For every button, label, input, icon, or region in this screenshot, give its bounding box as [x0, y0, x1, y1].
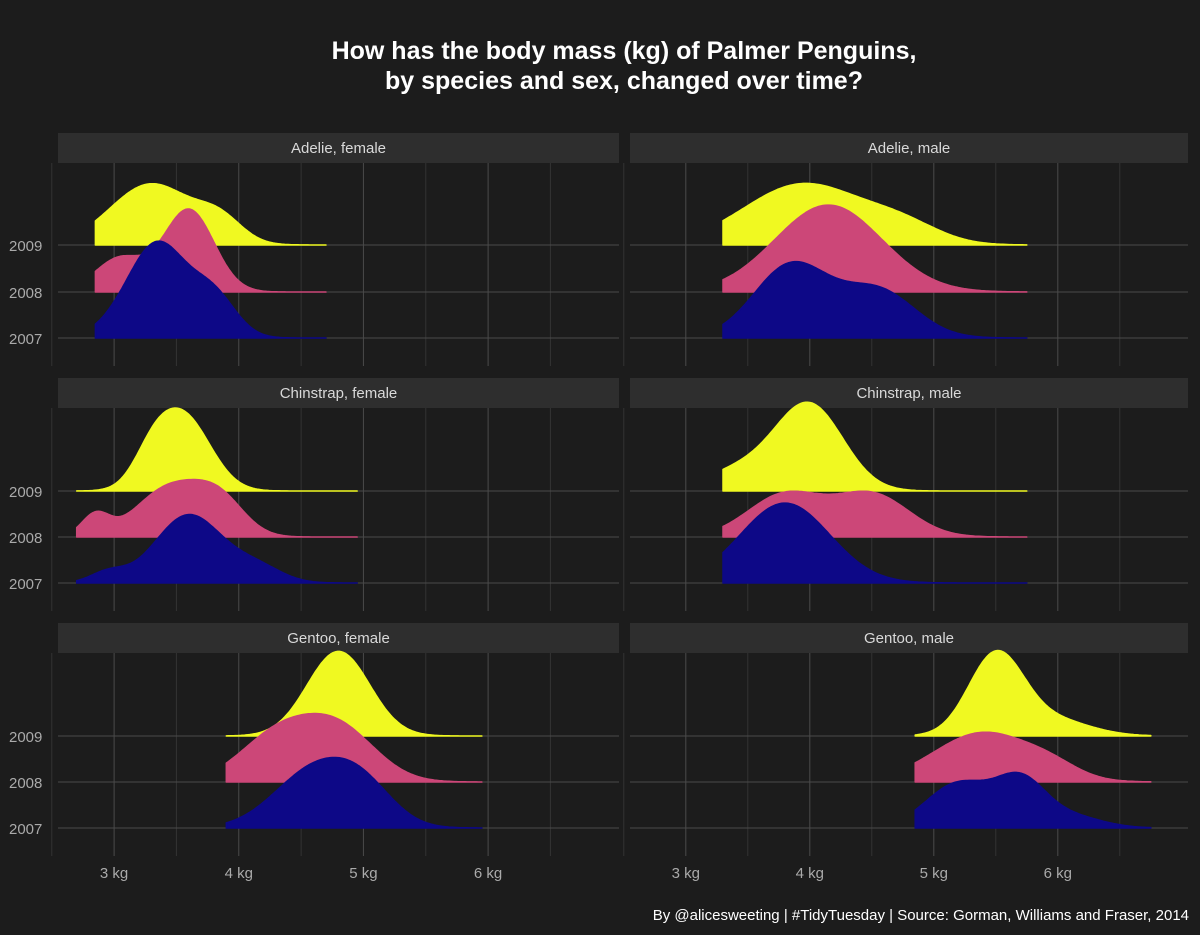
y-tick-label: 2008: [9, 530, 42, 547]
facet-panel: Gentoo, female 2007 2008 2009: [9, 623, 619, 856]
facet-strip-label: Chinstrap, male: [856, 385, 961, 402]
x-tick-label: 4 kg: [796, 865, 824, 882]
facet-panel: Adelie, male: [623, 133, 1188, 366]
density-ridge-2007: [914, 771, 1152, 829]
x-tick-label: 4 kg: [225, 865, 253, 882]
density-ridge-2009: [75, 407, 358, 492]
density-ridge-2008: [914, 731, 1152, 783]
chart-title-line-1: How has the body mass (kg) of Palmer Pen…: [332, 37, 917, 65]
y-tick-label: 2009: [9, 729, 42, 746]
y-tick-label: 2007: [9, 576, 42, 593]
facet-strip-label: Adelie, male: [868, 140, 951, 157]
x-tick-label: 6 kg: [474, 865, 502, 882]
facet-panel: Chinstrap, female 2007 2008 2009: [9, 378, 619, 611]
y-tick-label: 2009: [9, 238, 42, 255]
density-ridge-2007: [75, 513, 358, 584]
facet-panels: Adelie, female 2007 2008 2009 Adelie, male Ch…: [9, 133, 1188, 882]
facet-panel: Adelie, female 2007 2008 2009: [9, 133, 619, 366]
facet-panel: Chinstrap, male: [623, 378, 1188, 611]
x-tick-label: 5 kg: [349, 865, 377, 882]
facet-strip-label: Gentoo, female: [287, 630, 390, 647]
y-tick-label: 2007: [9, 821, 42, 838]
y-tick-label: 2008: [9, 775, 42, 792]
chart-title-line-2: by species and sex, changed over time?: [385, 67, 863, 95]
facet-strip-label: Chinstrap, female: [280, 385, 398, 402]
y-tick-label: 2007: [9, 331, 42, 348]
facet-strip: [630, 378, 1188, 408]
facet-panel: Gentoo, male: [623, 623, 1188, 856]
caption: By @alicesweeting | #TidyTuesday | Sourc…: [653, 907, 1189, 924]
density-ridge-2009: [914, 649, 1152, 737]
density-ridge-2007: [94, 240, 327, 339]
density-ridge-2007: [225, 756, 483, 829]
x-tick-label: 3 kg: [672, 865, 700, 882]
facet-strip: [630, 133, 1188, 163]
y-tick-label: 2008: [9, 285, 42, 302]
x-tick-label: 6 kg: [1044, 865, 1072, 882]
facet-strip: [58, 623, 619, 653]
facet-strip: [58, 133, 619, 163]
density-ridge-2007: [722, 502, 1028, 584]
facet-strip: [630, 623, 1188, 653]
facet-strip: [58, 378, 619, 408]
facet-strip-label: Adelie, female: [291, 140, 386, 157]
facet-strip-label: Gentoo, male: [864, 630, 954, 647]
density-ridge-2008: [225, 712, 483, 783]
density-ridge-2009: [94, 182, 327, 246]
x-tick-label: 3 kg: [100, 865, 128, 882]
y-tick-label: 2009: [9, 484, 42, 501]
x-tick-label: 5 kg: [920, 865, 948, 882]
density-ridge-2008: [75, 478, 358, 538]
density-ridge-2007: [722, 260, 1028, 339]
density-ridge-2009: [722, 401, 1028, 492]
